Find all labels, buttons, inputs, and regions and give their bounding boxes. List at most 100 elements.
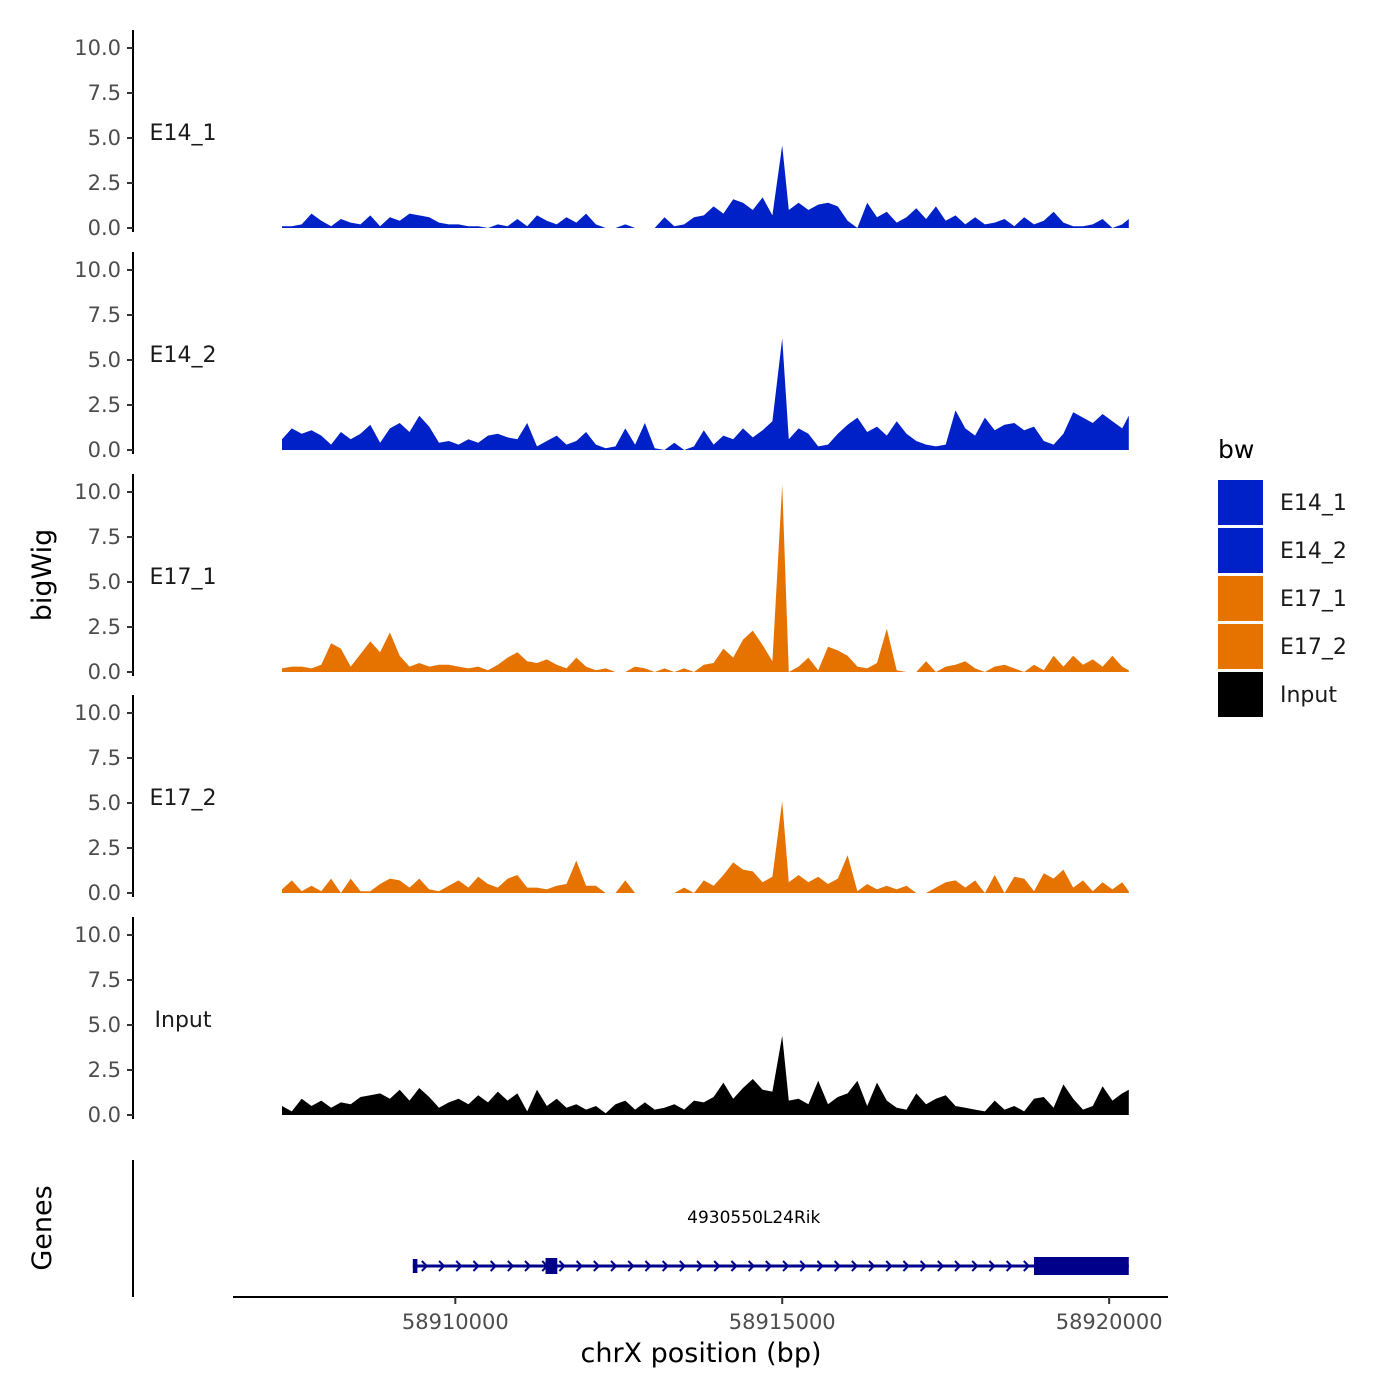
strand-chevron [644, 1260, 652, 1272]
y-tick-label: 10.0 [74, 480, 121, 504]
strand-chevron [799, 1260, 807, 1272]
legend-swatch-E14_1 [1218, 480, 1263, 525]
genes-track-title: Genes [27, 1185, 58, 1270]
track-label: E14_1 [150, 121, 217, 146]
y-tick-label: 2.5 [88, 1058, 121, 1082]
track-label: Input [155, 1008, 212, 1033]
x-tick-label: 58915000 [729, 1310, 836, 1334]
legend-label: E14_1 [1280, 491, 1347, 516]
y-axis-title: bigWig [27, 529, 58, 622]
strand-chevron [954, 1260, 962, 1272]
y-tick-label: 7.5 [88, 746, 121, 770]
y-tick-label: 0.0 [88, 881, 121, 905]
strand-chevron [1023, 1260, 1031, 1272]
coverage-area-E17_1 [282, 484, 1129, 672]
coverage-area-E17_2 [282, 801, 1129, 893]
strand-chevron [919, 1260, 928, 1272]
x-tick-label: 58910000 [402, 1310, 509, 1334]
coverage-area-E14_1 [282, 145, 1129, 228]
legend-label: E14_2 [1280, 539, 1347, 564]
y-tick-label: 5.0 [88, 1013, 121, 1037]
y-tick-label: 7.5 [88, 968, 121, 992]
track-E17_2: 0.0 2.5 5.0 7.5 10.0 E17_2 [74, 695, 1129, 905]
track-E17_1: 0.0 2.5 5.0 7.5 10.0 E17_1 [74, 474, 1129, 684]
strand-chevron [713, 1260, 721, 1272]
track-E14_2: 0.0 2.5 5.0 7.5 10.0 E14_2 [74, 252, 1129, 462]
y-tick-label: 2.5 [88, 171, 121, 195]
strand-chevron [885, 1260, 893, 1272]
y-tick-label: 0.0 [88, 660, 121, 684]
track-label: E14_2 [150, 343, 217, 368]
gene-exon [412, 1259, 418, 1273]
y-tick-label: 7.5 [88, 303, 121, 327]
y-tick-label: 5.0 [88, 570, 121, 594]
y-tick-label: 2.5 [88, 615, 121, 639]
y-tick-label: 10.0 [74, 258, 121, 282]
strand-chevron [868, 1260, 876, 1272]
strand-chevron [438, 1260, 446, 1272]
coverage-tracks: 0.0 2.5 5.0 7.5 10.0 E14_1 0.0 2.5 5.0 7.5 10.0 E14… [74, 30, 1129, 1127]
gene-name-label: 4930550L24Rik [687, 1208, 820, 1228]
strand-chevron [730, 1260, 738, 1272]
strand-chevron [610, 1260, 618, 1272]
gene-exon [545, 1258, 558, 1274]
legend-swatch-E17_1 [1218, 576, 1263, 621]
strand-chevron [747, 1260, 756, 1272]
x-axis-title: chrX position (bp) [580, 1338, 821, 1369]
y-tick-label: 0.0 [88, 438, 121, 462]
strand-chevron [988, 1260, 996, 1272]
y-tick-label: 10.0 [74, 701, 121, 725]
strand-chevron [937, 1260, 945, 1272]
y-tick-label: 5.0 [88, 791, 121, 815]
legend-title: bw [1218, 435, 1254, 464]
strand-chevron [1005, 1260, 1014, 1272]
strand-chevron [507, 1260, 515, 1272]
y-tick-label: 0.0 [88, 1103, 121, 1127]
strand-chevron [455, 1260, 463, 1272]
legend-label: Input [1280, 683, 1337, 708]
y-tick-label: 2.5 [88, 836, 121, 860]
y-tick-label: 2.5 [88, 393, 121, 417]
legend-swatch-E17_2 [1218, 624, 1263, 669]
x-tick-label: 58920000 [1056, 1310, 1163, 1334]
strand-chevron [851, 1260, 859, 1272]
y-tick-label: 10.0 [74, 36, 121, 60]
strand-chevron [575, 1260, 584, 1272]
strand-chevron [833, 1260, 842, 1272]
strand-chevron [782, 1260, 790, 1272]
strand-chevron [696, 1260, 704, 1272]
strand-chevron [661, 1260, 670, 1272]
coverage-area-E14_2 [282, 338, 1129, 450]
gene-track: 4930550L24Rik [132, 1160, 1129, 1297]
strand-chevron [816, 1260, 824, 1272]
strand-chevron [489, 1260, 498, 1272]
legend: bw E14_1 E14_2 E17_1 E17_2 Input [1218, 435, 1347, 717]
gene-4930550L24Rik: 4930550L24Rik [412, 1208, 1129, 1275]
strand-chevron [558, 1260, 566, 1272]
y-tick-label: 5.0 [88, 126, 121, 150]
legend-swatch-Input [1218, 672, 1263, 717]
strand-chevron [524, 1260, 532, 1272]
track-E14_1: 0.0 2.5 5.0 7.5 10.0 E14_1 [74, 30, 1129, 240]
y-tick-label: 5.0 [88, 348, 121, 372]
legend-swatch-E14_2 [1218, 528, 1263, 573]
strand-chevron [472, 1260, 480, 1272]
y-tick-label: 10.0 [74, 923, 121, 947]
track-Input: 0.0 2.5 5.0 7.5 10.0 Input [74, 917, 1129, 1127]
gene-exon [1033, 1257, 1129, 1275]
y-tick-label: 0.0 [88, 216, 121, 240]
strand-chevron [765, 1260, 773, 1272]
y-tick-label: 7.5 [88, 525, 121, 549]
strand-chevron [971, 1260, 979, 1272]
y-tick-label: 7.5 [88, 81, 121, 105]
strand-chevron [593, 1260, 601, 1272]
track-label: E17_2 [150, 786, 217, 811]
x-axis: 58910000 58915000 58920000 [233, 1296, 1168, 1334]
coverage-area-Input [282, 1035, 1129, 1115]
track-label: E17_1 [150, 565, 217, 590]
strand-chevron [421, 1260, 429, 1272]
legend-label: E17_2 [1280, 635, 1347, 660]
strand-chevron [902, 1260, 910, 1272]
legend-label: E17_1 [1280, 587, 1347, 612]
